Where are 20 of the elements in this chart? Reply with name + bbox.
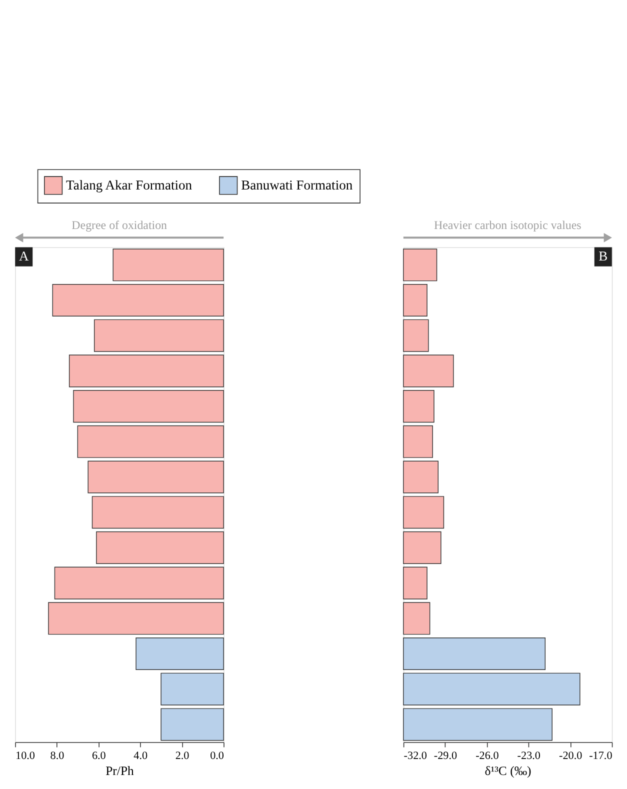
x-tick-label: 6.0 [92, 750, 106, 762]
x-tick-label: 8.0 [50, 750, 65, 762]
x-tick-label: 2.0 [175, 750, 190, 762]
x-tick-label: -32.0 [404, 750, 428, 762]
text: Degree of oxidation [72, 218, 168, 232]
annotation: B [598, 248, 608, 264]
annotation: A [18, 248, 29, 264]
legend-label: Banuwati Formation [241, 177, 353, 192]
x-tick-label: 4.0 [134, 750, 148, 762]
x-tick-label: 10.0 [16, 750, 36, 762]
x-tick-label: 0.0 [210, 750, 224, 762]
x-tick-label: -23.0 [517, 750, 541, 762]
legend-label: Talang Akar Formation [66, 177, 192, 192]
text: Heavier carbon isotopic values [434, 218, 582, 232]
x-axis-title: δ¹³C (‰) [484, 764, 532, 778]
x-tick-label: -17.0 [589, 750, 613, 762]
x-axis-title: Pr/Ph [106, 764, 135, 778]
x-tick-label: -20.0 [558, 750, 583, 762]
x-tick-label: -29.0 [434, 750, 458, 762]
x-tick-label: -26.0 [476, 750, 500, 762]
